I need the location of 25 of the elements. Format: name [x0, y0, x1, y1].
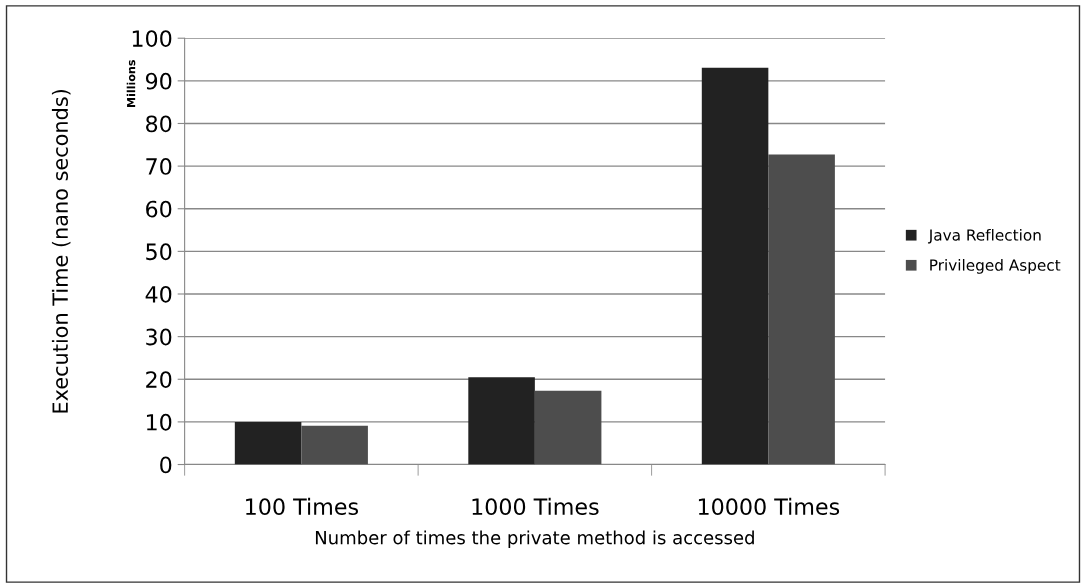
legend-label: Java Reflection: [927, 228, 1041, 244]
y-tick-label: 80: [146, 115, 172, 133]
text: Millions: [126, 60, 136, 107]
x-axis-title: Number of times the private method is accessed: [315, 530, 754, 548]
y-tick-label: 60: [146, 200, 172, 218]
bar: [301, 425, 368, 465]
y-tick-label: 10: [146, 413, 172, 431]
y-tick-label: 50: [146, 243, 172, 261]
legend-label: Privileged Aspect: [930, 259, 1061, 274]
bar: [701, 67, 769, 465]
y-tick-label: 90: [145, 72, 172, 90]
y-tick-label: 0: [160, 456, 172, 474]
y-tick-label: 20: [146, 371, 172, 389]
bar: [768, 154, 835, 465]
y-tick-label: 70: [146, 158, 172, 175]
bar: [234, 421, 302, 465]
x-tick-label: 100 Times: [246, 497, 358, 516]
bar: [468, 377, 535, 465]
y-tick-label: 100: [132, 30, 172, 47]
y-axis-title: Execution Time (nano seconds): [51, 89, 71, 413]
x-tick-label: 10000 Times: [698, 497, 840, 516]
y-tick-label: 30: [146, 328, 172, 346]
x-tick-label: 1000 Times: [472, 497, 599, 516]
bar: [534, 390, 602, 465]
y-tick-label: 40: [145, 285, 172, 303]
